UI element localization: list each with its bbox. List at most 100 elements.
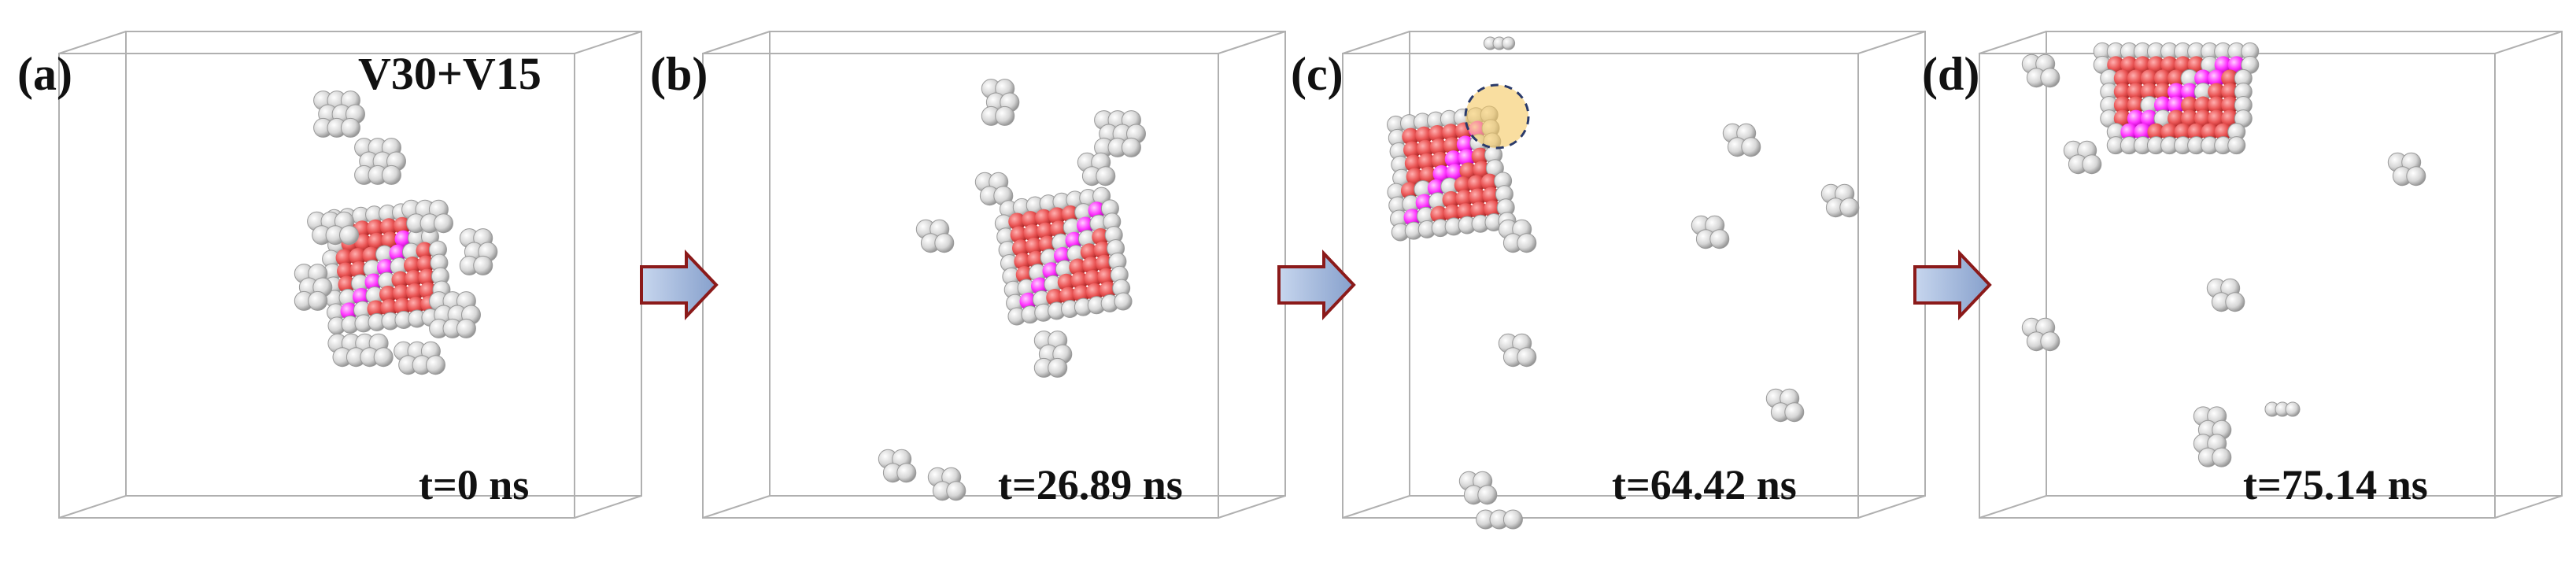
vacancy-atom-red bbox=[2120, 56, 2138, 74]
lattice-atom-gray bbox=[1121, 137, 1141, 157]
vacancy-atom-red bbox=[2208, 96, 2226, 114]
right-arrow-icon bbox=[1277, 249, 1356, 321]
interface-atom-magenta bbox=[2153, 96, 2171, 114]
panel-b-label: (b) bbox=[650, 48, 708, 100]
box-edge bbox=[702, 31, 771, 54]
lattice-atom-gray bbox=[381, 164, 401, 185]
box-edge bbox=[1857, 31, 1926, 54]
vacancy-atom-red bbox=[337, 262, 355, 280]
vacancy-atom-red bbox=[1430, 205, 1448, 224]
simulation-box-c bbox=[1342, 31, 1926, 519]
vacancy-atom-red bbox=[368, 232, 386, 250]
vacancy-atom-red bbox=[2140, 83, 2158, 101]
vacancy-atom-red bbox=[1484, 200, 1502, 218]
lattice-atom-gray bbox=[896, 463, 917, 483]
vacancy-atom-red bbox=[1431, 151, 1449, 169]
box-edge bbox=[58, 495, 127, 519]
vacancy-atom-red bbox=[2221, 96, 2239, 114]
vacancy-atom-red bbox=[1084, 270, 1102, 288]
lattice-atom-gray bbox=[338, 225, 359, 246]
vacancy-atom-red bbox=[1469, 188, 1487, 206]
box-edge bbox=[574, 31, 642, 54]
vacancy-atom-red bbox=[1097, 268, 1115, 286]
interface-atom-magenta bbox=[1077, 216, 1095, 235]
box-front-face bbox=[702, 53, 1219, 519]
right-arrow-icon bbox=[640, 249, 719, 321]
box-back-face bbox=[2046, 31, 2563, 497]
box-edge bbox=[702, 495, 771, 519]
vacancy-atom-red bbox=[1455, 190, 1473, 208]
vacancy-atom-red bbox=[2168, 109, 2185, 127]
vacancy-atom-red bbox=[1092, 227, 1110, 246]
interface-atom-magenta bbox=[2127, 109, 2145, 127]
vacancy-atom-red bbox=[1096, 254, 1114, 272]
lattice-atom-gray bbox=[1477, 485, 1498, 505]
lattice-atom-gray bbox=[2082, 154, 2102, 175]
vacancy-atom-red bbox=[1010, 226, 1028, 244]
vacancy-atom-red bbox=[2113, 83, 2131, 101]
interface-atom-magenta bbox=[1019, 292, 1037, 310]
box-edge bbox=[1342, 495, 1410, 519]
vacancy-atom-red bbox=[2221, 109, 2239, 127]
vacancy-atom-red bbox=[418, 268, 436, 286]
vacancy-atom-red bbox=[2174, 56, 2192, 74]
box-edge bbox=[2494, 495, 2563, 519]
lattice-atom-gray bbox=[340, 117, 360, 138]
vacancy-atom-red bbox=[1050, 220, 1068, 238]
box-edge bbox=[1218, 31, 1286, 54]
vacancy-atom-red bbox=[1443, 137, 1461, 155]
box-edge bbox=[2494, 31, 2563, 54]
vacancy-atom-red bbox=[392, 284, 410, 302]
box-back-face bbox=[769, 31, 1286, 497]
panel-a-label: (a) bbox=[17, 48, 72, 100]
vacancy-atom-red bbox=[1015, 266, 1033, 284]
vacancy-atom-red bbox=[1406, 168, 1424, 186]
lattice-atom-gray bbox=[308, 290, 328, 311]
lattice-atom-gray bbox=[934, 233, 955, 253]
interface-atom-magenta bbox=[377, 259, 394, 276]
box-edge bbox=[1857, 495, 1926, 519]
vacancy-atom-red bbox=[1428, 125, 1447, 143]
interface-atom-magenta bbox=[1415, 194, 1433, 212]
vacancy-atom-red bbox=[1025, 237, 1043, 255]
vacancy-atom-red bbox=[1046, 289, 1064, 307]
vacancy-atom-red bbox=[2208, 109, 2226, 127]
vacancy-atom-red bbox=[405, 270, 423, 288]
interface-atom-magenta bbox=[1427, 179, 1445, 197]
vacancy-atom-red bbox=[403, 257, 421, 275]
interface-atom-magenta bbox=[389, 244, 407, 262]
vacancy-atom-red bbox=[2107, 56, 2125, 74]
lattice-atom-gray bbox=[2225, 292, 2245, 312]
vacancy-atom-red bbox=[2160, 56, 2179, 74]
vacancy-atom-red bbox=[350, 260, 368, 279]
vacancy-atom-red bbox=[1048, 207, 1066, 225]
vacancy-atom-red bbox=[1419, 166, 1437, 184]
lattice-atom-gray bbox=[1114, 292, 1133, 311]
interface-atom-magenta bbox=[1030, 277, 1048, 295]
vacancy-atom-red bbox=[416, 242, 434, 260]
vacancy-atom-red bbox=[1057, 273, 1075, 291]
vacancy-atom-red bbox=[2113, 69, 2131, 87]
vacancy-atom-red bbox=[2208, 83, 2226, 101]
lattice-atom-gray bbox=[1839, 198, 1860, 218]
vacancy-atom-red bbox=[391, 271, 409, 289]
vacancy-atom-red bbox=[2181, 109, 2199, 127]
interface-atom-magenta bbox=[340, 302, 358, 320]
interface-atom-magenta bbox=[1403, 209, 1421, 227]
vacancy-atom-red bbox=[2194, 109, 2212, 127]
vacancy-atom-red bbox=[2127, 69, 2145, 87]
lattice-atom-gray bbox=[1784, 402, 1805, 423]
vacancy-atom-red bbox=[1470, 201, 1488, 220]
interface-atom-magenta bbox=[353, 287, 371, 305]
vacancy-atom-red bbox=[380, 218, 398, 236]
box-back-face bbox=[1409, 31, 1926, 497]
simulation-box-d bbox=[1979, 31, 2563, 519]
vacancy-atom-red bbox=[2214, 123, 2232, 141]
vacancy-atom-red bbox=[1023, 224, 1041, 242]
vacancy-atom-red bbox=[1480, 173, 1499, 191]
vacancy-atom-red bbox=[2194, 96, 2212, 114]
lattice-atom-gray bbox=[473, 255, 493, 275]
vacancy-atom-red bbox=[2174, 123, 2192, 141]
vacancy-atom-red bbox=[338, 275, 356, 294]
vacancy-atom-red bbox=[407, 296, 425, 314]
